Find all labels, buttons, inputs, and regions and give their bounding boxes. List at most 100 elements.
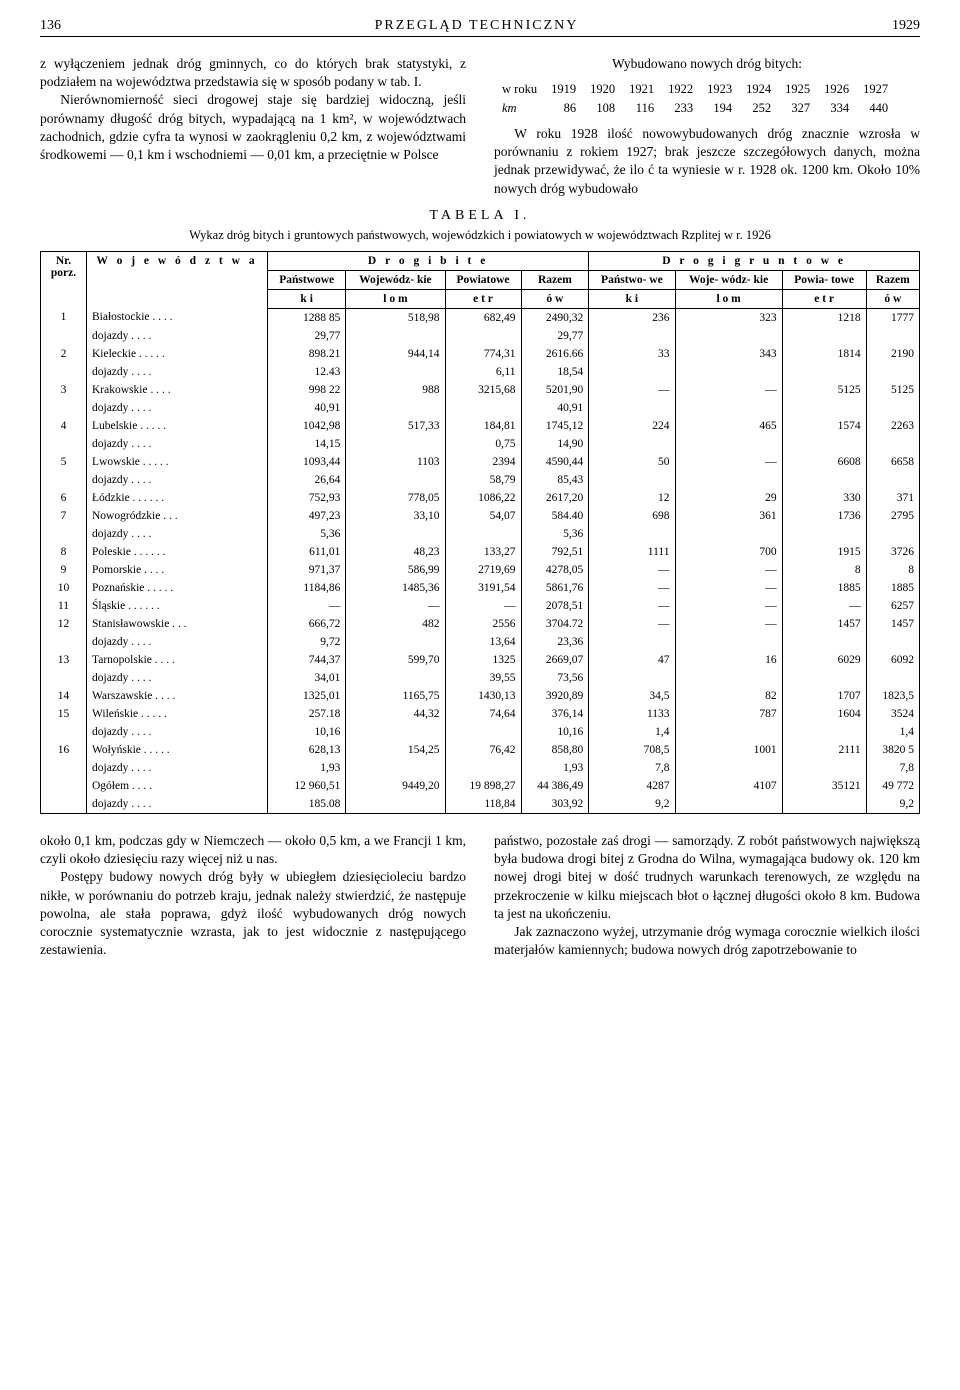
table-row-dojazdy: dojazdy . . . .9,7213,6423,36 xyxy=(41,633,920,651)
table-row-dojazdy: dojazdy . . . .1,931,937,87,8 xyxy=(41,759,920,777)
dojazdy-label: dojazdy . . . . xyxy=(87,363,268,381)
dojazdy-label: dojazdy . . . . xyxy=(87,327,268,345)
table-row-dojazdy: dojazdy . . . .26,6458,7985,43 xyxy=(41,471,920,489)
voivodeship-name: Pomorskie . . . . xyxy=(87,561,268,579)
year-right: 1929 xyxy=(892,18,920,34)
lower-right-column: państwo, pozostałe zaś drogi — samorządy… xyxy=(494,832,920,960)
col-razem: Razem xyxy=(521,270,589,289)
units-ki-2: k i xyxy=(589,289,675,308)
units-ki-1: k i xyxy=(268,289,346,308)
para-bottom-right-1: państwo, pozostałe zaś drogi — samorządy… xyxy=(494,833,920,921)
table-row: 15Wileńskie . . . . .257.1844,3274,64376… xyxy=(41,705,920,723)
table-row: 13Tarnopolskie . . . .744,37599,70132526… xyxy=(41,651,920,669)
para-bottom-right-2: Jak zaznaczono wyżej, utrzymanie dróg wy… xyxy=(494,924,920,957)
table-row: 9Pomorskie . . . .971,37586,992719,69427… xyxy=(41,561,920,579)
col-powiatowe: Powiatowe xyxy=(445,270,521,289)
table-row-dojazdy: dojazdy . . . .12.436,1118,54 xyxy=(41,363,920,381)
dojazdy-label: dojazdy . . . . xyxy=(87,723,268,741)
lower-left-column: około 0,1 km, podczas gdy w Niemczech — … xyxy=(40,832,466,960)
mini-row1-label: w roku xyxy=(496,81,543,98)
para-bottom-left-2: Postępy budowy nowych dróg były w ubiegł… xyxy=(40,869,466,957)
table-row: 2Kieleckie . . . . .898.21944,14774,3126… xyxy=(41,345,920,363)
table-row-dojazdy: dojazdy . . . .29,7729,77 xyxy=(41,327,920,345)
table-caption: Wykaz dróg bitych i gruntowych państwowy… xyxy=(40,228,920,243)
units-etr-2: e t r xyxy=(782,289,866,308)
table-row: 8Poleskie . . . . . .611,0148,23133,2779… xyxy=(41,543,920,561)
para-right-body: W roku 1928 ilość nowowybudowanych dróg … xyxy=(494,126,920,196)
units-lom-2: l o m xyxy=(675,289,782,308)
voivodeship-name: Tarnopolskie . . . . xyxy=(87,651,268,669)
upper-text-columns: z wyłączeniem jednak dróg gminnych, co d… xyxy=(40,55,920,198)
units-lom-1: l o m xyxy=(346,289,445,308)
para-left-2: Nierównomierność sieci drogowej staje si… xyxy=(40,92,466,162)
total-dojazdy-label: dojazdy . . . . xyxy=(87,795,268,814)
dojazdy-label: dojazdy . . . . xyxy=(87,669,268,687)
units-etr-1: e t r xyxy=(445,289,521,308)
voivodeship-name: Nowogródzkie . . . xyxy=(87,507,268,525)
voivodeship-name: Lwowskie . . . . . xyxy=(87,453,268,471)
dojazdy-label: dojazdy . . . . xyxy=(87,471,268,489)
col-nr: Nr. porz. xyxy=(41,251,87,308)
table-row: 10Poznańskie . . . . .1184,861485,363191… xyxy=(41,579,920,597)
dojazdy-label: dojazdy . . . . xyxy=(87,399,268,417)
units-ow-2: ó w xyxy=(866,289,919,308)
dojazdy-label: dojazdy . . . . xyxy=(87,435,268,453)
voivodeship-name: Stanisławowskie . . . xyxy=(87,615,268,633)
table-row-dojazdy: dojazdy . . . .10,1610,161,41,4 xyxy=(41,723,920,741)
total-label: Ogółem . . . . xyxy=(87,777,268,795)
table-row-dojazdy: dojazdy . . . .40,9140,91 xyxy=(41,399,920,417)
voivodeship-name: Białostockie . . . . xyxy=(87,308,268,327)
table-row-dojazdy: dojazdy . . . .5,365,36 xyxy=(41,525,920,543)
table-row: 4Lubelskie . . . . .1042,98517,33184,811… xyxy=(41,417,920,435)
table-row: 3Krakowskie . . . .998 229883215,685201,… xyxy=(41,381,920,399)
mini-row2-label: km xyxy=(496,100,543,117)
voivodeship-name: Wileńskie . . . . . xyxy=(87,705,268,723)
table-row: 14Warszawskie . . . .1325,011165,751430,… xyxy=(41,687,920,705)
col-grunt: D r o g i g r u n t o w e xyxy=(589,251,920,270)
built-roads-mini-table: w roku 1919 1920 1921 1922 1923 1924 192… xyxy=(494,79,896,119)
col-panstwowe: Państwowe xyxy=(268,270,346,289)
voivodeship-name: Wołyńskie . . . . . xyxy=(87,741,268,759)
para-left-1: z wyłączeniem jednak dróg gminnych, co d… xyxy=(40,56,466,89)
col-wojewodzkie2: Woje- wódz- kie xyxy=(675,270,782,289)
voivodeship-name: Poznańskie . . . . . xyxy=(87,579,268,597)
total-dojazdy-row: dojazdy . . . . 185.08 118,84 303,92 9,2… xyxy=(41,795,920,814)
table-row-dojazdy: dojazdy . . . .14,150,7514,90 xyxy=(41,435,920,453)
voivodeship-name: Łódzkie . . . . . . xyxy=(87,489,268,507)
col-razem2: Razem xyxy=(866,270,919,289)
voivodeship-name: Poleskie . . . . . . xyxy=(87,543,268,561)
built-roads-heading: Wybudowano nowych dróg bitych: xyxy=(494,55,920,73)
table-row: 7Nowogródzkie . . .497,2333,1054,07584.4… xyxy=(41,507,920,525)
table-row: 1Białostockie . . . .1288 85518,98682,49… xyxy=(41,308,920,327)
table-title: TABELA I. xyxy=(40,208,920,224)
page-header: 136 PRZEGLĄD TECHNICZNY 1929 xyxy=(40,18,920,37)
table-row: 12Stanisławowskie . . .666,7248225563704… xyxy=(41,615,920,633)
table-row: 5Lwowskie . . . . .1093,44110323944590,4… xyxy=(41,453,920,471)
col-bite: D r o g i b i t e xyxy=(268,251,589,270)
col-powiatowe2: Powia- towe xyxy=(782,270,866,289)
voivodeship-name: Krakowskie . . . . xyxy=(87,381,268,399)
dojazdy-label: dojazdy . . . . xyxy=(87,525,268,543)
table-row-dojazdy: dojazdy . . . .34,0139,5573,56 xyxy=(41,669,920,687)
left-column: z wyłączeniem jednak dróg gminnych, co d… xyxy=(40,55,466,198)
col-panstwowe2: Państwo- we xyxy=(589,270,675,289)
total-row: Ogółem . . . . 12 960,51 9449,20 19 898,… xyxy=(41,777,920,795)
dojazdy-label: dojazdy . . . . xyxy=(87,633,268,651)
table-row: 11Śląskie . . . . . .———2078,51———6257 xyxy=(41,597,920,615)
col-woj: W o j e w ó d z t w a xyxy=(87,251,268,308)
right-column: Wybudowano nowych dróg bitych: w roku 19… xyxy=(494,55,920,198)
table-row: 16Wołyńskie . . . . .628,13154,2576,4285… xyxy=(41,741,920,759)
lower-text-columns: około 0,1 km, podczas gdy w Niemczech — … xyxy=(40,832,920,960)
voivodeship-name: Lubelskie . . . . . xyxy=(87,417,268,435)
units-ow-1: ó w xyxy=(521,289,589,308)
voivodeship-name: Kieleckie . . . . . xyxy=(87,345,268,363)
page-number-left: 136 xyxy=(40,18,61,34)
voivodeship-name: Śląskie . . . . . . xyxy=(87,597,268,615)
voivodeship-name: Warszawskie . . . . xyxy=(87,687,268,705)
dojazdy-label: dojazdy . . . . xyxy=(87,759,268,777)
main-data-table: Nr. porz. W o j e w ó d z t w a D r o g … xyxy=(40,251,920,814)
journal-title: PRZEGLĄD TECHNICZNY xyxy=(375,18,579,34)
table-row: 6Łódzkie . . . . . .752,93778,051086,222… xyxy=(41,489,920,507)
para-bottom-left-1: około 0,1 km, podczas gdy w Niemczech — … xyxy=(40,833,466,866)
col-wojewodzkie: Wojewódz- kie xyxy=(346,270,445,289)
